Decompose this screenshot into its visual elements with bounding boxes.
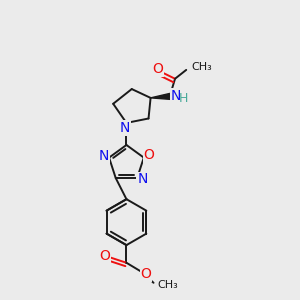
Text: O: O: [144, 148, 154, 162]
Text: O: O: [100, 249, 110, 263]
Text: O: O: [140, 267, 151, 281]
Text: CH₃: CH₃: [158, 280, 178, 290]
Text: CH₃: CH₃: [191, 62, 212, 72]
Text: N: N: [99, 149, 109, 163]
Text: N: N: [120, 121, 130, 135]
Polygon shape: [151, 94, 170, 99]
Text: O: O: [152, 62, 163, 76]
Text: N: N: [137, 172, 148, 187]
Text: N: N: [171, 89, 181, 103]
Text: H: H: [178, 92, 188, 105]
